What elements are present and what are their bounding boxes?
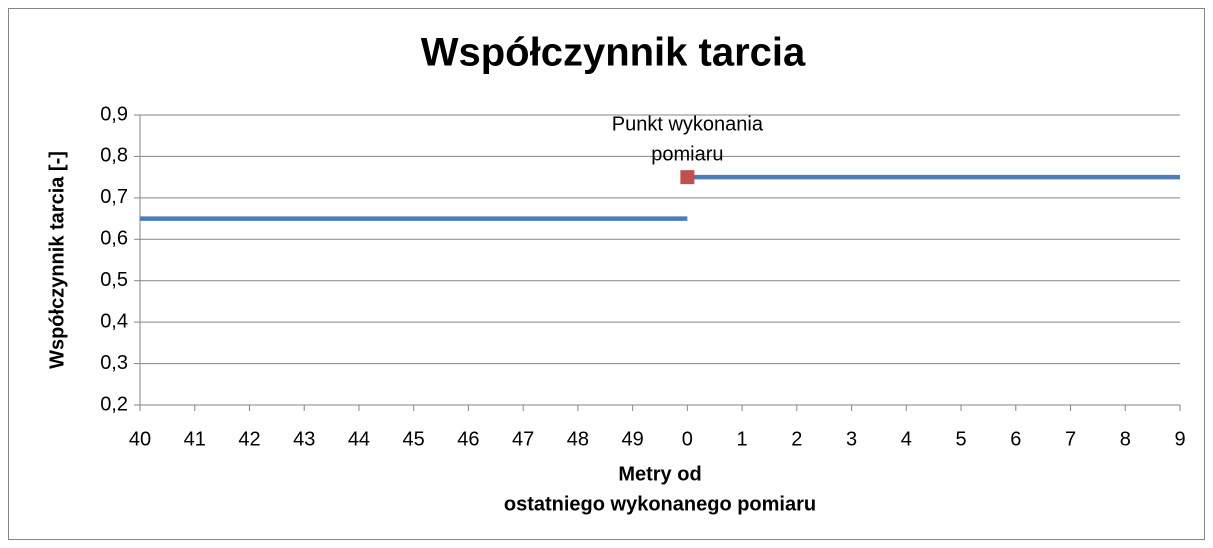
x-axis-title: Metry od: [618, 463, 701, 485]
x-tick-label: 45: [403, 428, 425, 450]
y-tick-label: 0,5: [100, 269, 128, 291]
x-tick-label: 8: [1120, 428, 1131, 450]
x-tick-label: 2: [791, 428, 802, 450]
x-tick-label: 5: [955, 428, 966, 450]
x-axis-title: ostatniego wykonanego pomiaru: [504, 493, 816, 515]
marker: [680, 170, 695, 185]
x-tick-label: 7: [1065, 428, 1076, 450]
x-tick-label: 43: [293, 428, 315, 450]
y-tick-label: 0,7: [100, 186, 128, 208]
y-tick-label: 0,2: [100, 393, 128, 415]
annotation: Punkt wykonania: [612, 113, 764, 135]
x-tick-label: 9: [1174, 428, 1185, 450]
x-tick-label: 4: [901, 428, 912, 450]
y-tick-label: 0,6: [100, 228, 128, 250]
y-tick-label: 0,9: [100, 103, 128, 125]
x-tick-label: 44: [348, 428, 370, 450]
x-tick-label: 47: [512, 428, 534, 450]
x-tick-label: 40: [129, 428, 151, 450]
x-tick-label: 41: [184, 428, 206, 450]
y-axis-title: Współczynnik tarcia [-]: [46, 151, 68, 369]
chart-title: Współczynnik tarcia: [421, 31, 806, 75]
x-tick-label: 1: [737, 428, 748, 450]
x-tick-label: 49: [622, 428, 644, 450]
y-tick-label: 0,3: [100, 352, 128, 374]
x-tick-label: 0: [682, 428, 693, 450]
y-tick-label: 0,4: [100, 310, 128, 332]
x-tick-label: 6: [1010, 428, 1021, 450]
x-tick-label: 42: [238, 428, 260, 450]
x-tick-label: 48: [567, 428, 589, 450]
annotation: pomiaru: [651, 143, 723, 165]
x-tick-label: 46: [457, 428, 479, 450]
x-tick-label: 3: [846, 428, 857, 450]
chart-border: [8, 8, 1205, 540]
y-tick-label: 0,8: [100, 145, 128, 167]
